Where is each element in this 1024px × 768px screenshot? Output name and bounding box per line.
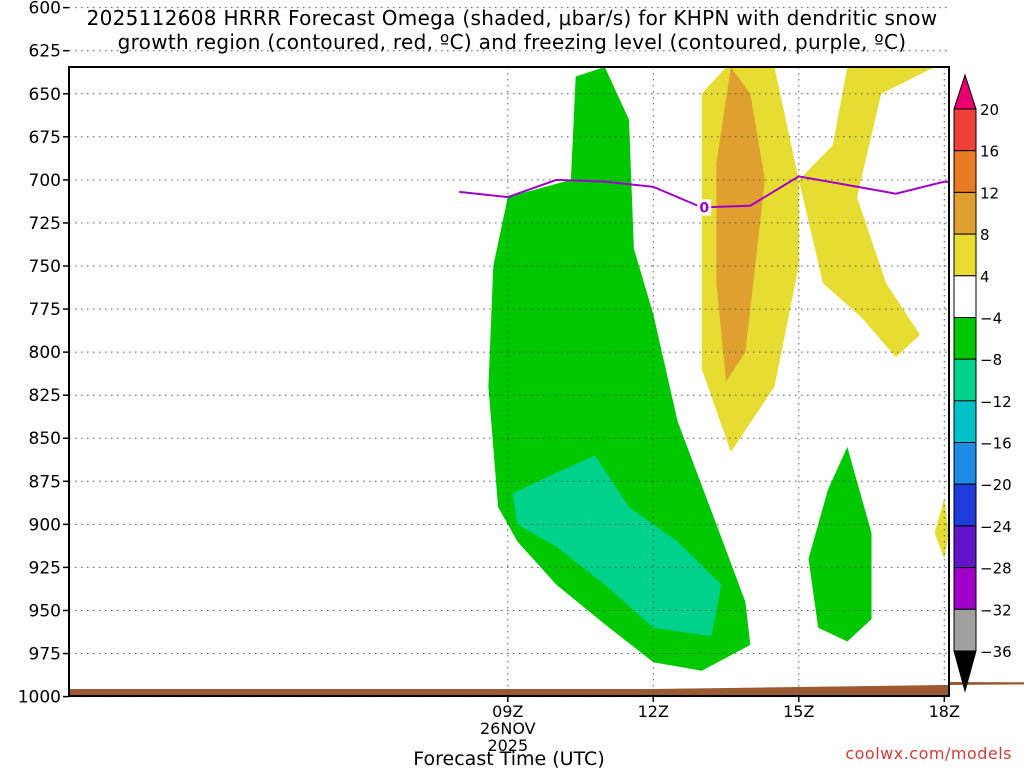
y-tick-label-950: 950 — [29, 601, 61, 621]
colorbar-label-3: 8 — [980, 226, 990, 244]
colorbar-swatch-5 — [953, 275, 977, 318]
y-tick-label-900: 900 — [29, 515, 61, 535]
x-tick-label-15Z: 15Z — [783, 702, 814, 721]
colorbar-label-10: −24 — [980, 518, 1012, 536]
x-tick-label-18Z: 18Z — [929, 702, 960, 721]
colorbar-label-8: −16 — [980, 435, 1012, 453]
x-axis: 09Z26NOV202512Z15Z18Z21Z00Z27NOV — [480, 696, 960, 755]
y-tick-label-800: 800 — [29, 343, 61, 363]
colorbar-swatch-bottom — [953, 650, 977, 693]
colorbar-swatch-7 — [953, 358, 977, 402]
colorbar-label-12: −32 — [980, 601, 1012, 619]
y-tick-label-775: 775 — [29, 300, 61, 320]
x-tick-label-09Z: 09Z — [492, 702, 523, 721]
colorbar-swatch-12 — [953, 567, 977, 610]
y-tick-label-725: 725 — [29, 214, 61, 234]
y-tick-label-875: 875 — [29, 472, 61, 492]
y-tick-label-700: 700 — [29, 171, 61, 191]
omega-shading-layer — [488, 67, 949, 671]
chart-title-line-1: 2025112608 HRRR Forecast Omega (shaded, … — [86, 6, 938, 30]
colorbar-label-11: −28 — [980, 560, 1012, 578]
colorbar-swatch-10 — [953, 483, 977, 527]
colorbar-swatch-top — [953, 73, 977, 110]
chart-title: 2025112608 HRRR Forecast Omega (shaded, … — [0, 6, 1024, 54]
contour-label-bg-zero — [697, 199, 712, 216]
y-tick-label-625: 625 — [29, 42, 61, 62]
grid-layer — [69, 7, 949, 698]
colorbar-swatch-3 — [953, 191, 977, 235]
colorbar-label-1: 16 — [980, 143, 999, 161]
ground-surface — [69, 682, 1024, 696]
omega-region-5 — [934, 498, 949, 559]
x-axis-title: Forecast Time (UTC) — [413, 748, 604, 768]
y-tick-label-825: 825 — [29, 386, 61, 406]
colorbar-swatch-11 — [953, 525, 977, 569]
y-axis: 5255505756006256506757007257507758008258… — [18, 0, 69, 708]
colorbar-label-4: 4 — [980, 268, 990, 286]
colorbar-swatch-2 — [953, 150, 977, 193]
colorbar-label-0: 20 — [980, 101, 999, 119]
colorbar-label-5: −4 — [980, 310, 1002, 328]
colorbar-swatch-4 — [953, 233, 977, 277]
y-tick-label-650: 650 — [29, 85, 61, 105]
x-tick-label-09Z-1: 26NOV — [480, 719, 536, 738]
contour-layer: -120 — [459, 175, 949, 216]
colorbar-label-7: −12 — [980, 393, 1012, 411]
colorbar-label-9: −20 — [980, 476, 1012, 494]
colorbar-swatch-13 — [953, 608, 977, 652]
x-tick-label-12Z: 12Z — [638, 702, 669, 721]
colorbar-swatch-6 — [953, 317, 977, 360]
colorbar-swatch-1 — [953, 108, 977, 152]
contour-label-zero: 0 — [699, 200, 709, 216]
source-credit: coolwx.com/models — [845, 744, 1012, 763]
x-tick-label-09Z-2: 2025 — [487, 736, 528, 755]
y-tick-label-1000: 1000 — [18, 688, 61, 708]
colorbar-swatch-9 — [953, 442, 977, 485]
colorbar-label-13: −36 — [980, 643, 1012, 661]
colorbar-label-2: 12 — [980, 184, 999, 202]
colorbar-swatch-8 — [953, 400, 977, 443]
omega-region-18 — [808, 446, 872, 642]
y-tick-label-975: 975 — [29, 645, 61, 665]
omega-region-9 — [716, 67, 765, 382]
omega-region-3 — [798, 67, 935, 358]
y-tick-label-750: 750 — [29, 257, 61, 277]
y-tick-label-925: 925 — [29, 558, 61, 578]
omega-region-16 — [512, 455, 722, 637]
y-tick-label-850: 850 — [29, 429, 61, 449]
plot-frame — [68, 66, 950, 697]
ground-layer — [69, 682, 1024, 696]
freezing-level-contour — [459, 175, 949, 209]
y-tick-label-675: 675 — [29, 128, 61, 148]
colorbar: 20 16 12 8 4 −4 −8 −12 −16 −20 −24 −28 −32 −36 — [953, 73, 1012, 693]
y-tick-label-600: 600 — [29, 0, 61, 19]
colorbar-label-6: −8 — [980, 351, 1002, 369]
chart-title-line-2: growth region (contoured, red, ºC) and f… — [117, 30, 907, 54]
